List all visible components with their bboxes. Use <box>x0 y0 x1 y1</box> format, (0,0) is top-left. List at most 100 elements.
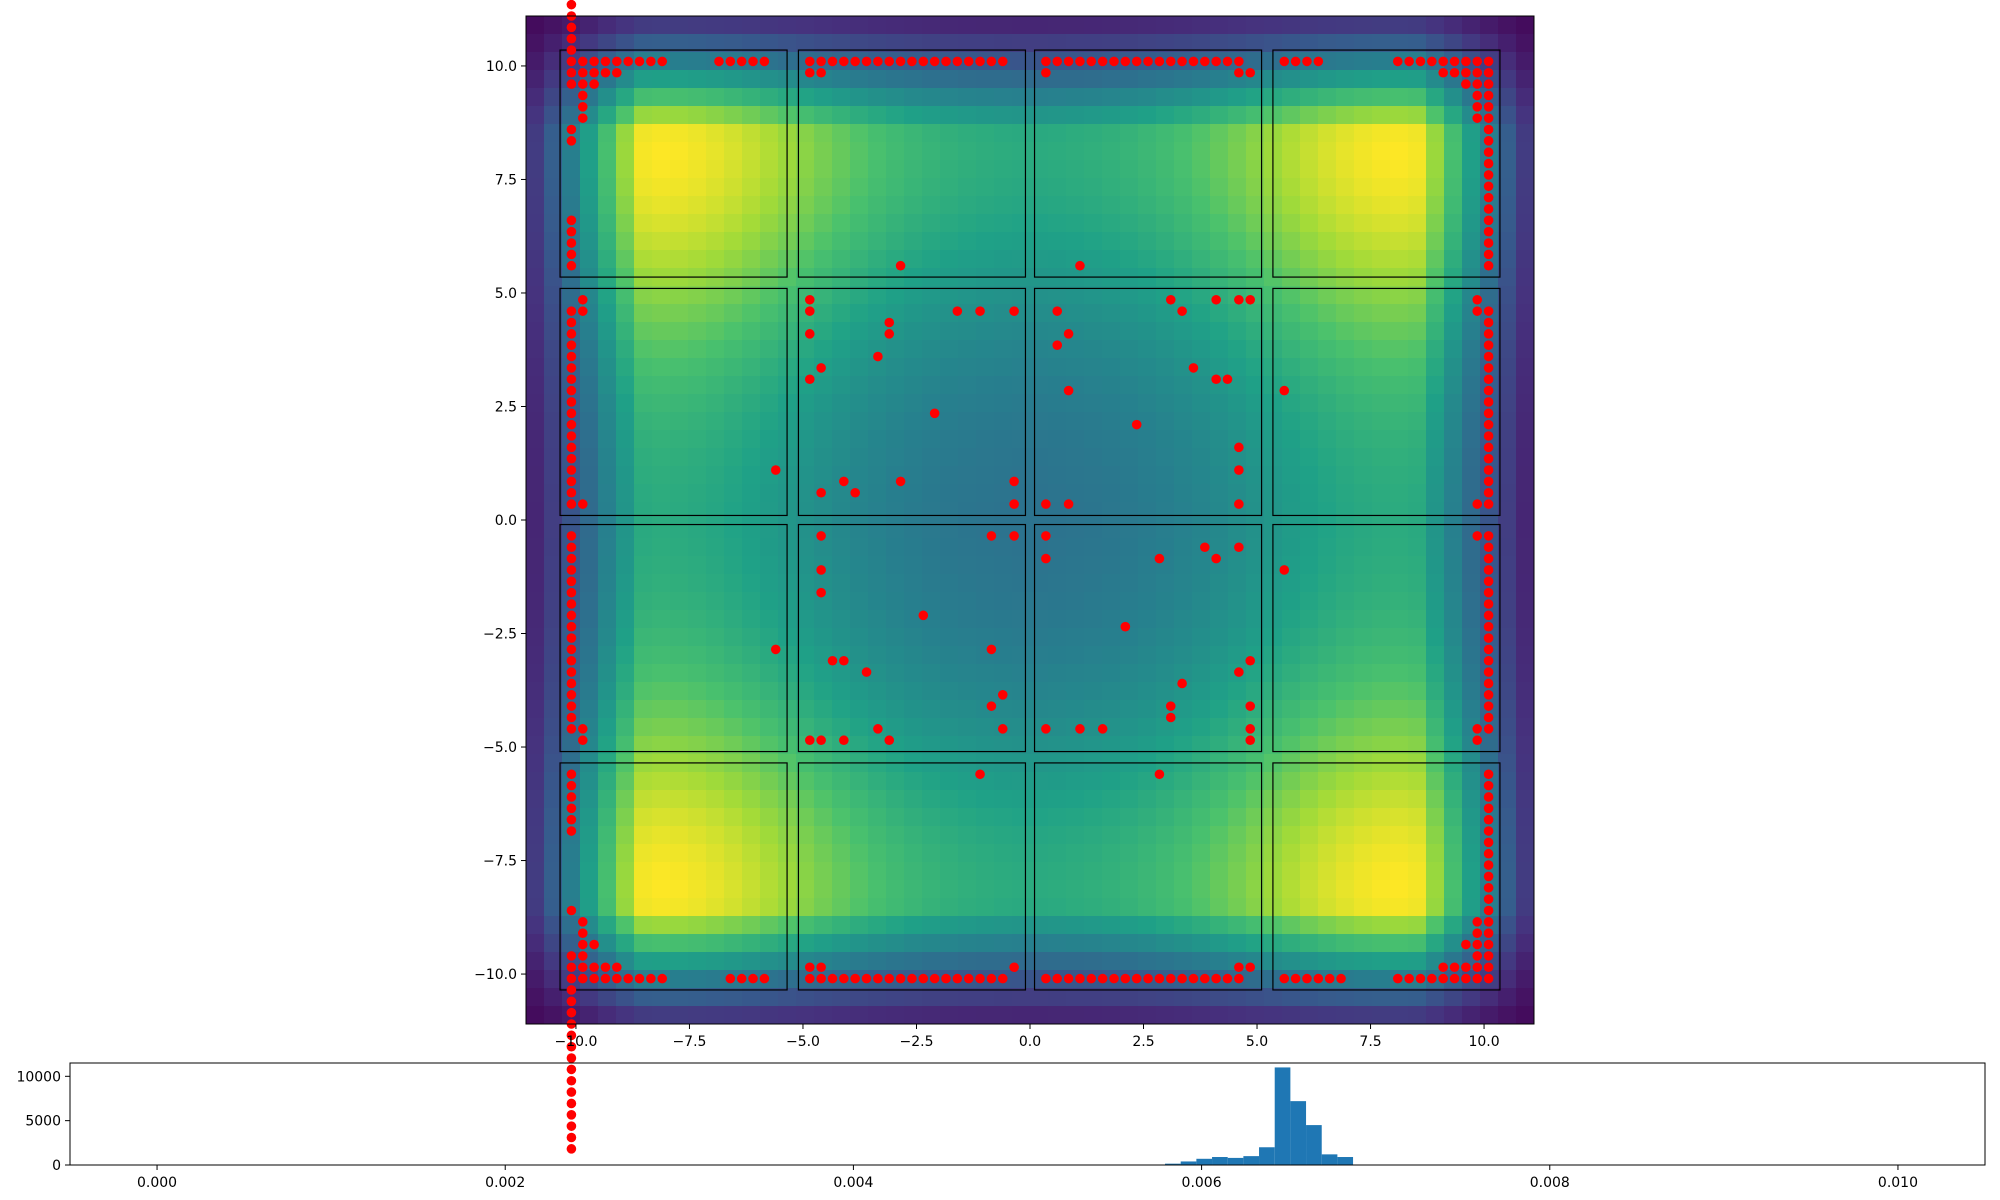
heatmap-cell <box>850 304 869 323</box>
heatmap-cell <box>1318 70 1337 89</box>
scatter-point <box>1120 56 1131 67</box>
heatmap-cell <box>850 628 869 647</box>
heatmap-cell <box>1516 412 1534 431</box>
heatmap-cell <box>1120 700 1139 719</box>
heatmap-cell <box>1282 250 1301 269</box>
heatmap-cell <box>1228 736 1247 755</box>
heatmap-cell <box>1408 826 1427 845</box>
heatmap-cell <box>580 988 599 1007</box>
heatmap-cell <box>526 610 545 629</box>
x-tick-label: −5.0 <box>786 1034 820 1050</box>
heatmap-cell <box>832 340 851 359</box>
heatmap-cell <box>976 952 995 971</box>
heatmap-cell <box>886 286 905 305</box>
scatter-point <box>1052 973 1063 984</box>
heatmap-cell <box>706 556 725 575</box>
heatmap-cell <box>1030 826 1049 845</box>
heatmap-cell <box>688 178 707 197</box>
heatmap-cell <box>886 664 905 683</box>
scatter-point <box>634 56 645 67</box>
heatmap-cell <box>670 952 689 971</box>
heatmap-cell <box>1174 178 1193 197</box>
heatmap-cell <box>544 232 563 251</box>
heatmap-cell <box>1138 826 1157 845</box>
heatmap-cell <box>634 880 653 899</box>
heatmap-cell <box>1156 898 1175 917</box>
heatmap-cell <box>1498 772 1517 791</box>
heatmap-cell <box>1138 394 1157 413</box>
heatmap-cell <box>1390 160 1409 179</box>
heatmap-cell <box>832 682 851 701</box>
heatmap-cell <box>670 700 689 719</box>
scatter-point <box>804 374 815 385</box>
heatmap-cell <box>1030 880 1049 899</box>
heatmap-cell <box>688 16 707 35</box>
heatmap-cell <box>1012 160 1031 179</box>
heatmap-cell <box>544 214 563 233</box>
heatmap-cell <box>1246 160 1265 179</box>
heatmap-cell <box>1318 610 1337 629</box>
scatter-point <box>1461 67 1471 78</box>
heatmap-cell <box>544 736 563 755</box>
heatmap-cell <box>1174 880 1193 899</box>
heatmap-cell <box>1300 664 1319 683</box>
heatmap-cell <box>1408 538 1427 557</box>
heatmap-cell <box>958 88 977 107</box>
heatmap-cell <box>1336 898 1355 917</box>
heatmap-cell <box>1030 304 1049 323</box>
scatter-point <box>929 56 940 67</box>
heatmap-cell <box>652 88 671 107</box>
heatmap-cell <box>1426 16 1445 35</box>
heatmap-cell <box>1174 394 1193 413</box>
heatmap-cell <box>1120 862 1139 881</box>
heatmap-cell <box>922 592 941 611</box>
heatmap-cell <box>796 196 815 215</box>
heatmap-cell <box>1318 214 1337 233</box>
heatmap-cell <box>1192 610 1211 629</box>
heatmap-cell <box>1246 844 1265 863</box>
heatmap-cell <box>1084 430 1103 449</box>
heatmap-cell <box>1174 520 1193 539</box>
heatmap-cell <box>1372 34 1391 53</box>
heatmap-cell <box>1066 592 1085 611</box>
heatmap-cell <box>1462 646 1481 665</box>
heatmap-cell <box>1408 448 1427 467</box>
panel-box <box>1033 287 1263 517</box>
heatmap-cell <box>1444 322 1463 341</box>
heatmap-cell <box>1390 682 1409 701</box>
heatmap-cell <box>1354 916 1373 935</box>
heatmap-cell <box>778 16 797 35</box>
heatmap-cell <box>796 682 815 701</box>
heatmap-cell <box>598 592 617 611</box>
heatmap-cell <box>1336 214 1355 233</box>
heatmap-cell <box>1066 286 1085 305</box>
heatmap-cell <box>1354 232 1373 251</box>
heatmap-cell <box>1354 376 1373 395</box>
heatmap-cell <box>1372 862 1391 881</box>
heatmap-cell <box>724 592 743 611</box>
heatmap-cell <box>1138 466 1157 485</box>
heatmap-cell <box>1354 682 1373 701</box>
heatmap-cell <box>1228 772 1247 791</box>
heatmap-cell <box>1282 484 1301 503</box>
heatmap-cell <box>598 178 617 197</box>
heatmap-cell <box>868 592 887 611</box>
heatmap-cell <box>1444 430 1463 449</box>
scatter-point <box>657 973 668 984</box>
heatmap-cell <box>886 358 905 377</box>
heatmap-cell <box>1048 538 1067 557</box>
heatmap-cell <box>1408 430 1427 449</box>
heatmap-cell <box>1048 412 1067 431</box>
heatmap-cell <box>994 178 1013 197</box>
heatmap-cell <box>526 898 545 917</box>
scatter-point <box>566 678 577 689</box>
heatmap-cell <box>652 142 671 161</box>
heatmap-cell <box>1354 448 1373 467</box>
heatmap-cell <box>1462 592 1481 611</box>
heatmap-cell <box>1516 304 1534 323</box>
heatmap-cell <box>796 214 815 233</box>
hist-x-tick-label: 0.004 <box>833 1175 873 1191</box>
scatter-point <box>1483 917 1494 927</box>
heatmap-cell <box>526 808 545 827</box>
heatmap-cell <box>1012 394 1031 413</box>
